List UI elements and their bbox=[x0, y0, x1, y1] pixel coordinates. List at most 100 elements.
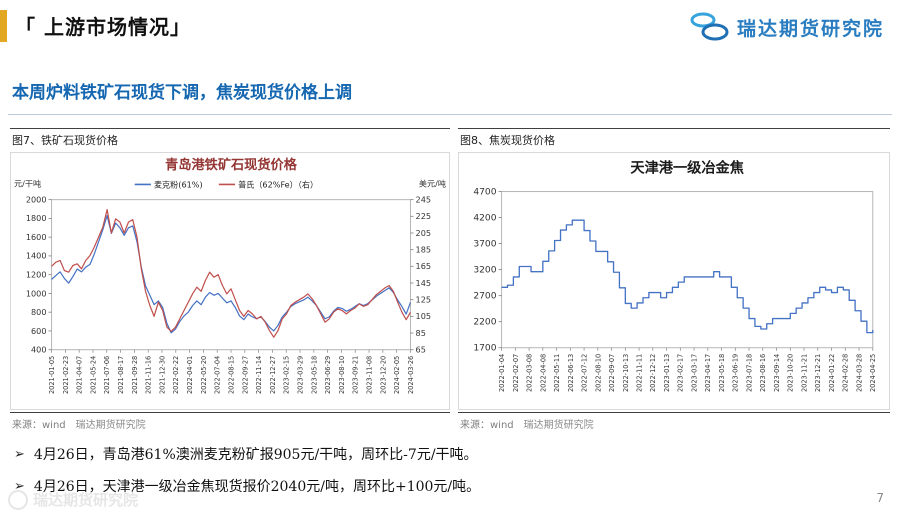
svg-text:3200: 3200 bbox=[473, 265, 496, 275]
svg-text:2021-01-05: 2021-01-05 bbox=[48, 356, 56, 394]
svg-text:400: 400 bbox=[31, 345, 46, 355]
iron-ore-chart: 青岛港铁矿石现货价格 元/干吨 美元/吨 2000 1800 1600 1400 1200 10… bbox=[10, 152, 450, 410]
svg-text:2022-02-22: 2022-02-22 bbox=[172, 356, 180, 394]
watermark-logo-icon bbox=[8, 489, 28, 510]
svg-text:165: 165 bbox=[416, 261, 431, 271]
svg-text:2024-02-05: 2024-02-05 bbox=[393, 356, 401, 394]
logo-text: 瑞达期货研究院 bbox=[736, 17, 884, 40]
bullet-list: ➢ 4月26日，青岛港61%澳洲麦克粉矿报905元/干吨，周环比-7元/干吨。 … bbox=[0, 431, 900, 498]
svg-text:3700: 3700 bbox=[473, 239, 496, 249]
svg-text:天津港一级冶金焦: 天津港一级冶金焦 bbox=[630, 159, 744, 176]
svg-text:2023-12-20: 2023-12-20 bbox=[379, 356, 387, 394]
figure8-source: 来源：wind 瑞达期货研究院 bbox=[458, 411, 890, 431]
svg-text:225: 225 bbox=[416, 211, 431, 221]
svg-text:2023-05-18: 2023-05-18 bbox=[310, 356, 318, 394]
svg-text:2021-07-06: 2021-07-06 bbox=[103, 356, 111, 394]
svg-text:青岛港铁矿石现货价格: 青岛港铁矿石现货价格 bbox=[165, 156, 298, 173]
svg-text:2022-11-14: 2022-11-14 bbox=[255, 356, 263, 394]
svg-text:2022-07-04: 2022-07-04 bbox=[214, 356, 222, 394]
subtitle-divider bbox=[8, 114, 892, 115]
svg-text:2023-05-18: 2023-05-18 bbox=[718, 354, 726, 392]
svg-text:2023-06-29: 2023-06-29 bbox=[324, 356, 332, 394]
svg-text:2022-04-08: 2022-04-08 bbox=[539, 354, 547, 392]
svg-text:美元/吨: 美元/吨 bbox=[419, 178, 446, 188]
subtitle: 本周炉料铁矿石现货下调，焦炭现货价格上调 bbox=[12, 83, 352, 103]
svg-text:185: 185 bbox=[416, 244, 431, 254]
figure-iron-ore: 图7、铁矿石现货价格 青岛港铁矿石现货价格 元/干吨 美元/吨 2000 1800 160… bbox=[10, 128, 450, 431]
svg-text:125: 125 bbox=[416, 295, 431, 305]
svg-text:1700: 1700 bbox=[473, 344, 496, 354]
svg-text:2022-06-13: 2022-06-13 bbox=[567, 354, 575, 392]
source-org: 瑞达期货研究院 bbox=[523, 419, 594, 431]
coins-icon bbox=[690, 12, 729, 41]
source-label: 来源：wind bbox=[460, 419, 514, 431]
bullet-text: 4月26日，天津港一级冶金焦现货报价2040元/吨，周环比+100元/吨。 bbox=[33, 479, 481, 496]
svg-text:1400: 1400 bbox=[26, 251, 47, 261]
svg-text:2021-12-30: 2021-12-30 bbox=[158, 356, 166, 394]
svg-text:2022-09-27: 2022-09-27 bbox=[241, 356, 249, 394]
svg-text:普氏（62%Fe）（右）: 普氏（62%Fe）（右） bbox=[238, 179, 318, 189]
svg-text:2022-03-08: 2022-03-08 bbox=[526, 354, 534, 392]
svg-text:4700: 4700 bbox=[473, 187, 496, 197]
svg-text:2023-08-10: 2023-08-10 bbox=[338, 356, 346, 394]
svg-text:2700: 2700 bbox=[473, 291, 496, 301]
svg-text:2024-03-28: 2024-03-28 bbox=[855, 354, 863, 392]
svg-text:2023-04-17: 2023-04-17 bbox=[704, 354, 712, 392]
svg-text:1800: 1800 bbox=[26, 213, 47, 223]
svg-text:800: 800 bbox=[31, 307, 46, 317]
figure7-caption: 图7、铁矿石现货价格 bbox=[10, 128, 450, 152]
title-accent-bar bbox=[0, 10, 7, 42]
svg-text:2023-02-15: 2023-02-15 bbox=[283, 356, 291, 394]
svg-text:2022-11-11: 2022-11-11 bbox=[636, 354, 644, 392]
figure8-caption: 图8、焦炭现货价格 bbox=[458, 128, 890, 152]
svg-text:2022-12-27: 2022-12-27 bbox=[269, 356, 277, 394]
page-number: 7 bbox=[876, 491, 884, 505]
svg-text:麦克粉(61%): 麦克粉(61%) bbox=[154, 179, 203, 189]
svg-text:2022-07-12: 2022-07-12 bbox=[581, 354, 589, 392]
svg-text:105: 105 bbox=[416, 311, 431, 321]
svg-text:2023-06-19: 2023-06-19 bbox=[732, 354, 740, 392]
figure-coke: 图8、焦炭现货价格 天津港一级冶金焦 4700 4200 3700 3200 2700 22… bbox=[458, 128, 890, 431]
svg-text:2022-08-10: 2022-08-10 bbox=[594, 354, 602, 392]
svg-text:65: 65 bbox=[416, 345, 426, 355]
svg-text:1200: 1200 bbox=[26, 270, 47, 280]
svg-text:2022-08-15: 2022-08-15 bbox=[227, 356, 235, 394]
svg-text:2023-09-14: 2023-09-14 bbox=[773, 354, 781, 392]
page-title: 「 上游市场情况」 bbox=[15, 15, 191, 39]
svg-text:2022-04-01: 2022-04-01 bbox=[186, 356, 194, 394]
svg-text:2023-03-29: 2023-03-29 bbox=[296, 356, 304, 394]
watermark: 瑞达期货研究院 bbox=[8, 489, 138, 510]
svg-text:2021-11-16: 2021-11-16 bbox=[145, 356, 153, 394]
svg-text:2021-05-24: 2021-05-24 bbox=[89, 356, 97, 394]
svg-text:2023-11-21: 2023-11-21 bbox=[800, 354, 808, 392]
svg-text:2023-01-13: 2023-01-13 bbox=[663, 354, 671, 392]
logo: 瑞达期货研究院 bbox=[689, 10, 884, 44]
svg-text:2022-05-20: 2022-05-20 bbox=[200, 356, 208, 394]
svg-text:2023-02-17: 2023-02-17 bbox=[677, 354, 685, 392]
header: 「 上游市场情况」 瑞达期货研究院 bbox=[0, 0, 900, 60]
svg-text:2024-01-22: 2024-01-22 bbox=[828, 354, 836, 392]
arrow-bullet-icon: ➢ bbox=[14, 479, 25, 495]
bullet-item-coke: ➢ 4月26日，天津港一级冶金焦现货报价2040元/吨，周环比+100元/吨。 bbox=[14, 478, 886, 498]
svg-text:2022-05-11: 2022-05-11 bbox=[553, 354, 561, 392]
svg-text:85: 85 bbox=[416, 328, 426, 338]
svg-text:2023-07-18: 2023-07-18 bbox=[745, 354, 753, 392]
svg-text:2022-12-12: 2022-12-12 bbox=[649, 354, 657, 392]
svg-text:2024-02-28: 2024-02-28 bbox=[842, 354, 850, 392]
svg-text:2021-08-17: 2021-08-17 bbox=[117, 356, 125, 394]
arrow-bullet-icon: ➢ bbox=[14, 446, 25, 462]
svg-text:2022-09-07: 2022-09-07 bbox=[608, 354, 616, 392]
svg-text:2021-02-23: 2021-02-23 bbox=[62, 356, 70, 394]
svg-text:2023-11-08: 2023-11-08 bbox=[365, 356, 373, 394]
svg-text:2024-03-26: 2024-03-26 bbox=[407, 356, 415, 394]
svg-text:145: 145 bbox=[416, 278, 431, 288]
svg-text:205: 205 bbox=[416, 228, 431, 238]
svg-text:1600: 1600 bbox=[26, 232, 47, 242]
watermark-text: 瑞达期货研究院 bbox=[33, 491, 139, 509]
svg-text:2023-03-17: 2023-03-17 bbox=[690, 354, 698, 392]
svg-text:2022-02-07: 2022-02-07 bbox=[512, 354, 520, 392]
svg-text:600: 600 bbox=[31, 326, 46, 336]
svg-text:4200: 4200 bbox=[473, 213, 496, 223]
svg-text:1000: 1000 bbox=[26, 288, 47, 298]
